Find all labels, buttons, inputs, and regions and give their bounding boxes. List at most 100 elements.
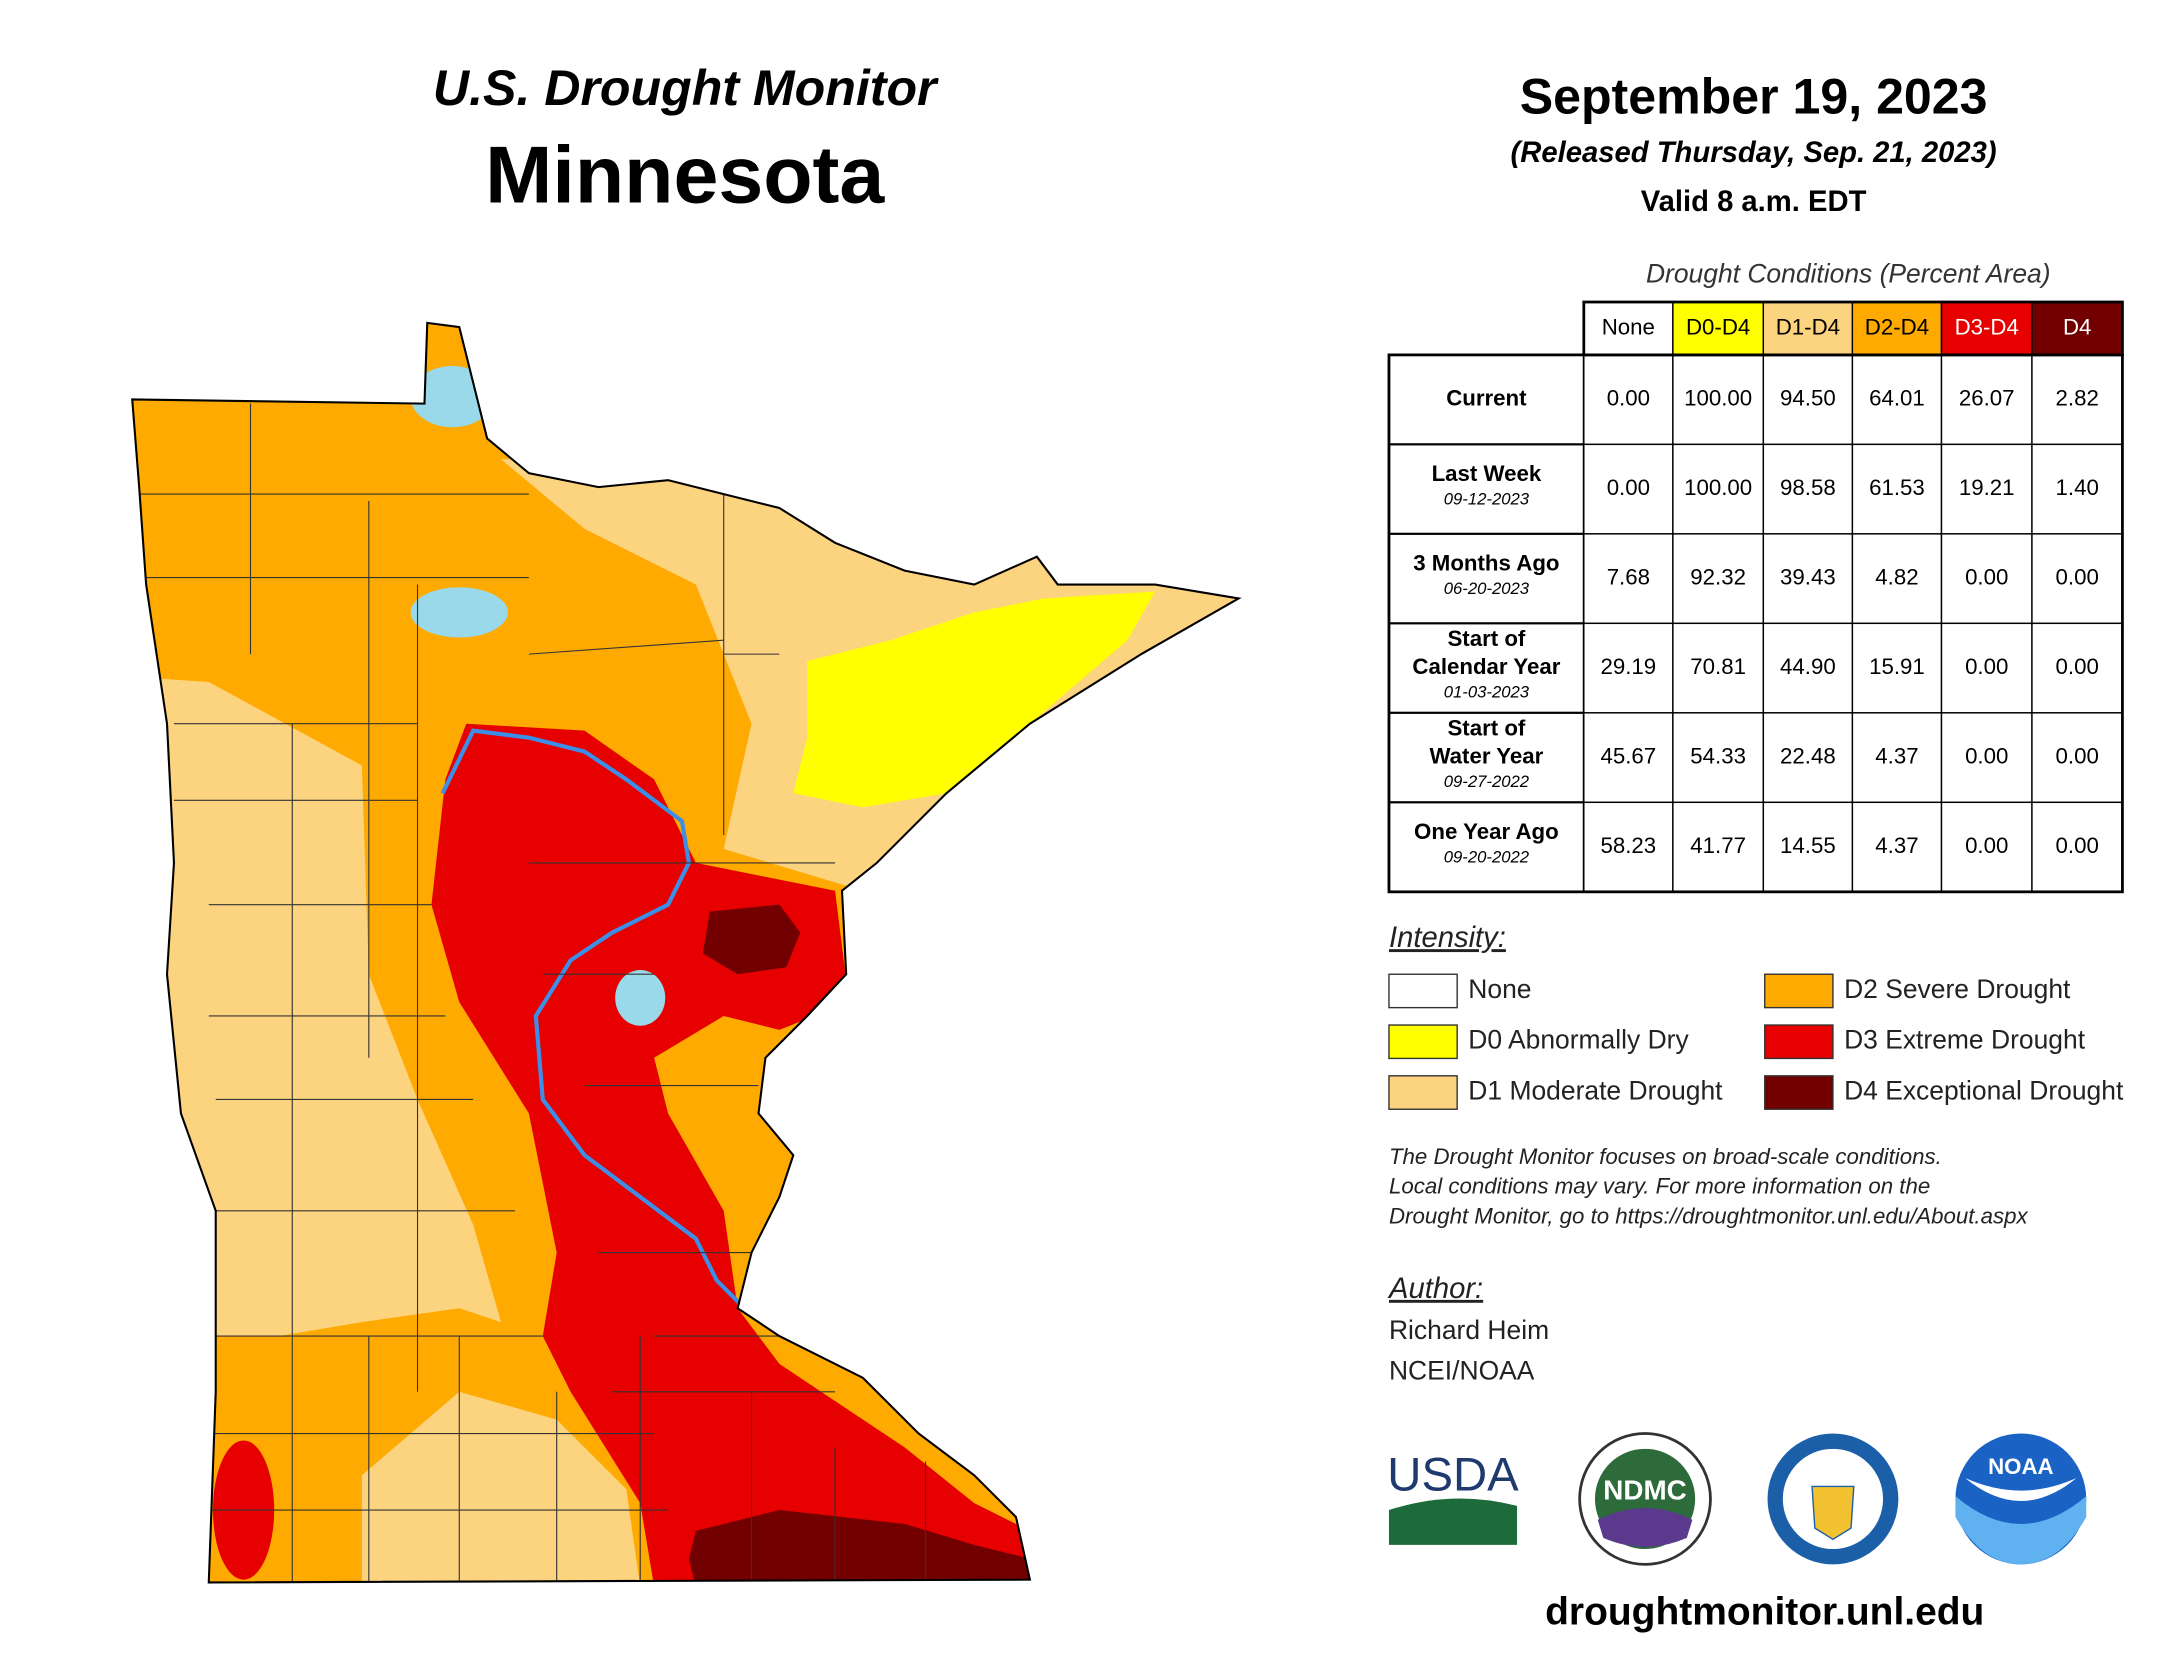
value-cell <box>2031 801 2124 893</box>
row-label: 3 Months Ago <box>1413 551 1559 576</box>
value-cell <box>1940 533 2033 625</box>
column-header-cell <box>1672 301 1765 356</box>
column-header: D1-D4 <box>1776 314 1840 339</box>
legend-swatch <box>1388 1075 1458 1110</box>
table-value: 4.37 <box>1875 833 1918 858</box>
row-label: Water Year <box>1429 743 1543 768</box>
table-value: 14.55 <box>1780 833 1836 858</box>
row-date: 01-03-2023 <box>1444 683 1530 702</box>
table-value: 54.33 <box>1690 743 1746 768</box>
value-cell <box>1851 354 1943 446</box>
legend-label: None <box>1468 974 1531 1004</box>
d1-area <box>361 1391 641 1583</box>
value-cell <box>1762 622 1854 714</box>
table-value: 1.40 <box>2056 475 2099 500</box>
table-value: 92.32 <box>1690 565 1746 590</box>
table-value: 41.77 <box>1690 833 1746 858</box>
state-map <box>132 322 1239 1583</box>
lake <box>410 587 508 638</box>
table-value: 2.82 <box>2056 386 2099 411</box>
value-cell <box>1762 533 1854 625</box>
table-value: 39.43 <box>1780 565 1836 590</box>
value-cell <box>1672 354 1765 446</box>
table-value: 0.00 <box>1965 743 2008 768</box>
state-name: Minnesota <box>485 130 885 220</box>
row-label: Current <box>1446 386 1527 411</box>
d3-area <box>431 723 1030 1583</box>
legend-label: D3 Extreme Drought <box>1844 1025 2086 1055</box>
table-caption: Drought Conditions (Percent Area) <box>1646 259 2051 289</box>
value-cell <box>1672 801 1765 893</box>
legend-label: D1 Moderate Drought <box>1468 1076 1723 1106</box>
legend-swatch <box>1764 1024 1834 1060</box>
river <box>440 728 754 1317</box>
row-date: 06-20-2023 <box>1444 579 1530 598</box>
row-date: 09-12-2023 <box>1444 490 1530 509</box>
column-header-cell <box>1583 301 1674 356</box>
seal-shield <box>1811 1485 1855 1541</box>
author-line: Richard Heim <box>1389 1315 1549 1345</box>
table-value: 94.50 <box>1780 386 1836 411</box>
table-value: 0.00 <box>1965 654 2008 679</box>
row-label: Start of <box>1447 626 1525 651</box>
table-value: 0.00 <box>2056 654 2099 679</box>
value-cell <box>1583 622 1674 714</box>
table-value: 44.90 <box>1780 654 1836 679</box>
row-date: 09-27-2022 <box>1444 772 1530 791</box>
table-value: 70.81 <box>1690 654 1746 679</box>
value-cell <box>1583 354 1674 446</box>
table-value: 0.00 <box>2056 565 2099 590</box>
value-cell <box>1940 354 2033 446</box>
title: U.S. Drought Monitor <box>433 60 939 116</box>
header-border <box>1582 300 2124 357</box>
table-value: 0.00 <box>1607 475 1650 500</box>
footer-url: droughtmonitor.unl.edu <box>1545 1591 1984 1634</box>
noaa-wave <box>1955 1496 2087 1565</box>
value-cell <box>1851 443 1943 535</box>
row-label: Last Week <box>1432 461 1542 486</box>
value-cell <box>1762 443 1854 535</box>
ndmc-text: NDMC <box>1603 1474 1686 1505</box>
value-cell <box>1851 712 1943 804</box>
ndmc-logo: NDMC <box>1578 1432 1712 1566</box>
value-cell <box>1583 801 1674 893</box>
row-label: One Year Ago <box>1414 819 1559 844</box>
note-line: The Drought Monitor focuses on broad-sca… <box>1389 1144 1942 1169</box>
note-line: Local conditions may vary. For more info… <box>1389 1174 1930 1199</box>
value-cell <box>1762 354 1854 446</box>
table-value: 7.68 <box>1607 565 1650 590</box>
table-value: 19.21 <box>1959 475 2015 500</box>
table-value: 61.53 <box>1869 475 1925 500</box>
table-value: 4.82 <box>1875 565 1918 590</box>
table-value: 15.91 <box>1869 654 1925 679</box>
value-cell <box>1672 533 1765 625</box>
value-cell <box>1672 443 1765 535</box>
ndmc-wave <box>1597 1507 1693 1547</box>
legend-swatch <box>1764 1075 1834 1110</box>
value-cell <box>1940 712 2033 804</box>
legend-label: D4 Exceptional Drought <box>1844 1076 2124 1106</box>
row-date: 09-20-2022 <box>1444 848 1530 867</box>
row-label-cell <box>1387 443 1585 535</box>
column-header: D4 <box>2063 314 2091 339</box>
lake <box>615 970 666 1026</box>
legend-label: D0 Abnormally Dry <box>1468 1025 1689 1055</box>
usda-text: USDA <box>1387 1449 1519 1502</box>
column-header: D0-D4 <box>1686 314 1750 339</box>
table-value: 64.01 <box>1869 386 1925 411</box>
legend-swatch <box>1388 973 1458 1009</box>
note-line: Drought Monitor, go to https://droughtmo… <box>1389 1204 2029 1229</box>
table-value: 98.58 <box>1780 475 1836 500</box>
table-value: 0.00 <box>2056 833 2099 858</box>
state-outline <box>131 321 1242 1584</box>
row-label: Start of <box>1447 716 1525 741</box>
table-value: 4.37 <box>1875 743 1918 768</box>
table-value: 29.19 <box>1601 654 1657 679</box>
table-value: 0.00 <box>1965 565 2008 590</box>
legend-label: D2 Severe Drought <box>1844 974 2071 1004</box>
usda-swoosh <box>1388 1498 1518 1545</box>
value-cell <box>1851 533 1943 625</box>
value-cell <box>2031 443 2124 535</box>
table-value: 0.00 <box>1965 833 2008 858</box>
